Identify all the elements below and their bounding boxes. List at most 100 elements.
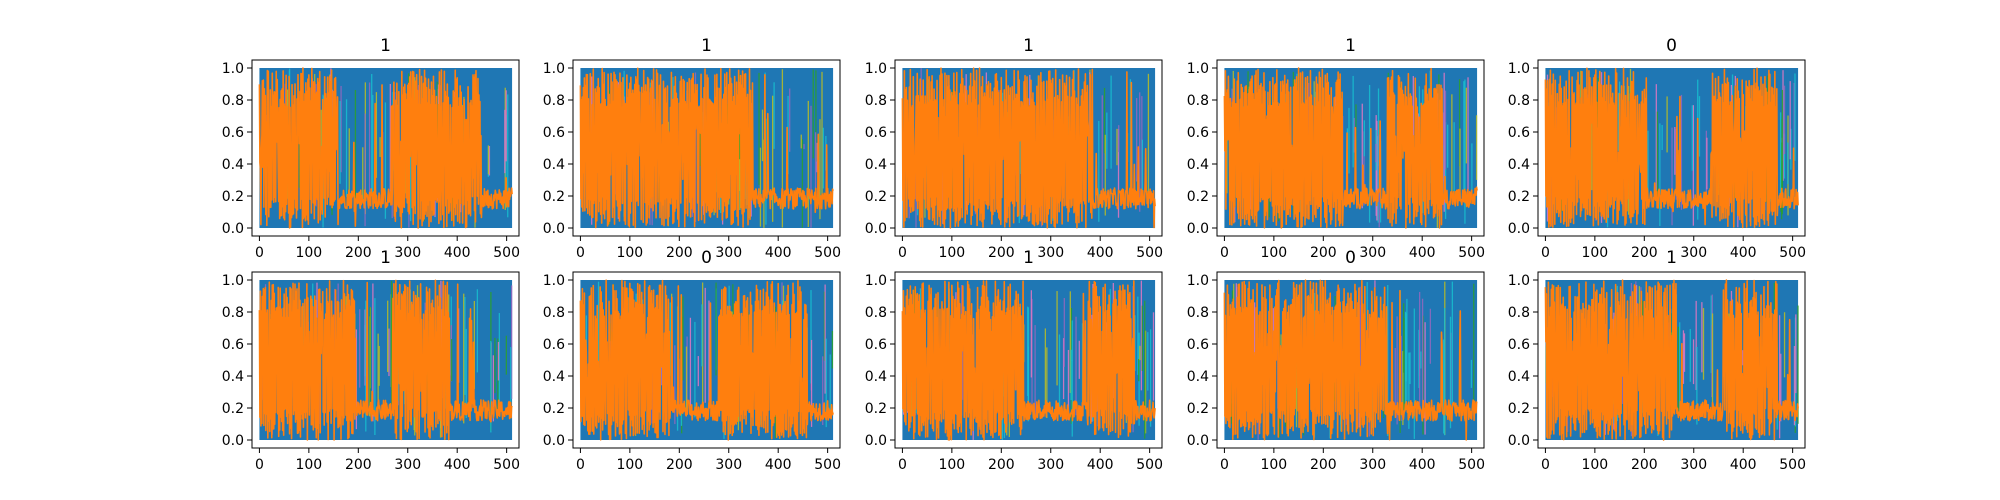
y-tick-label: 0.2	[1508, 401, 1530, 417]
x-tick-label: 300	[1359, 245, 1386, 261]
subplot-title: 1	[701, 36, 712, 56]
x-tick-label: 100	[295, 457, 322, 473]
plot-area	[1544, 67, 1799, 229]
subplot-1: 0 100 200 300 400 500 0.0 0.2 0.4 0.6 0.8 1.0 1	[222, 36, 520, 261]
y-tick-label: 0.0	[865, 221, 887, 237]
x-tick-label: 500	[1136, 457, 1163, 473]
x-tick-label: 300	[394, 245, 421, 261]
y-tick-label: 0.2	[1187, 401, 1209, 417]
y-tick-label: 0.8	[1187, 305, 1209, 321]
series-orange	[258, 67, 513, 229]
y-tick-label: 0.6	[865, 125, 887, 141]
subplot-6: 0 100 200 300 400 500 0.0 0.2 0.4 0.6 0.8 1.0 1	[222, 248, 520, 473]
x-tick-label: 100	[938, 245, 965, 261]
subplot-title: 0	[1666, 36, 1677, 56]
x-tick-label: 0	[255, 457, 264, 473]
x-tick-label: 500	[1779, 457, 1806, 473]
axes-frame	[1216, 271, 1485, 449]
y-tick-label: 0.6	[543, 337, 565, 353]
y-tick-label: 0.4	[1187, 369, 1209, 385]
plot-area	[579, 67, 834, 229]
x-tick-label: 100	[616, 457, 643, 473]
x-tick-label: 0	[898, 245, 907, 261]
y-tick-label: 0.4	[222, 157, 244, 173]
axes-frame	[251, 59, 520, 237]
x-tick-label: 100	[1581, 245, 1608, 261]
subplot-9: 0 100 200 300 400 500 0.0 0.2 0.4 0.6 0.8 1.0 0	[1187, 248, 1485, 473]
y-tick-label: 0.0	[543, 433, 565, 449]
plot-area	[258, 67, 513, 229]
x-tick-label: 0	[255, 245, 264, 261]
subplot-7: 0 100 200 300 400 500 0.0 0.2 0.4 0.6 0.8 1.0 0	[543, 248, 841, 473]
y-tick-label: 0.8	[865, 93, 887, 109]
y-tick-label: 0.6	[222, 337, 244, 353]
y-tick-label: 0.2	[865, 189, 887, 205]
plot-area	[901, 67, 1156, 229]
y-tick-label: 0.4	[865, 157, 887, 173]
x-tick-label: 200	[1631, 245, 1658, 261]
y-tick-label: 0.6	[222, 125, 244, 141]
x-tick-label: 400	[765, 457, 792, 473]
y-tick-label: 0.2	[1508, 189, 1530, 205]
x-tick-label: 200	[988, 457, 1015, 473]
y-tick-label: 1.0	[222, 61, 244, 77]
x-tick-label: 500	[1458, 457, 1485, 473]
subplot-5: 0 100 200 300 400 500 0.0 0.2 0.4 0.6 0.8 1.0 0	[1508, 36, 1806, 261]
y-tick-label: 0.0	[543, 221, 565, 237]
axes-frame	[572, 59, 841, 237]
x-tick-label: 200	[345, 457, 372, 473]
series-orange	[579, 279, 834, 441]
x-tick-label: 300	[1037, 245, 1064, 261]
x-tick-label: 400	[444, 457, 471, 473]
x-tick-label: 0	[1541, 245, 1550, 261]
subplot-title: 0	[701, 248, 712, 268]
x-tick-label: 0	[576, 245, 585, 261]
series-orange	[901, 67, 1156, 229]
x-tick-label: 100	[1260, 457, 1287, 473]
y-tick-label: 0.0	[865, 433, 887, 449]
subplot-title: 1	[380, 248, 391, 268]
y-tick-label: 0.2	[865, 401, 887, 417]
y-tick-label: 0.4	[1508, 369, 1530, 385]
series-orange	[1223, 67, 1478, 229]
axes-frame	[572, 271, 841, 449]
y-tick-label: 1.0	[1508, 61, 1530, 77]
subplot-10: 0 100 200 300 400 500 0.0 0.2 0.4 0.6 0.8 1.0 1	[1508, 248, 1806, 473]
y-tick-label: 1.0	[1187, 273, 1209, 289]
y-tick-label: 0.4	[222, 369, 244, 385]
axes-frame	[251, 271, 520, 449]
x-tick-label: 0	[898, 457, 907, 473]
y-tick-label: 1.0	[1508, 273, 1530, 289]
y-tick-label: 0.0	[222, 221, 244, 237]
series-orange	[1544, 279, 1799, 441]
y-tick-label: 0.2	[222, 189, 244, 205]
plot-area	[901, 280, 1156, 441]
axes-frame	[1537, 59, 1806, 237]
x-tick-label: 300	[1680, 245, 1707, 261]
series-orange	[258, 279, 513, 441]
x-tick-label: 200	[988, 245, 1015, 261]
x-tick-label: 500	[1458, 245, 1485, 261]
y-tick-label: 0.8	[1508, 305, 1530, 321]
y-tick-label: 0.8	[865, 305, 887, 321]
x-tick-label: 400	[1730, 457, 1757, 473]
y-tick-label: 0.6	[865, 337, 887, 353]
x-tick-label: 300	[1359, 457, 1386, 473]
y-tick-label: 1.0	[865, 273, 887, 289]
y-tick-label: 0.8	[222, 305, 244, 321]
x-tick-label: 300	[715, 245, 742, 261]
x-tick-label: 200	[666, 457, 693, 473]
x-tick-label: 0	[1220, 457, 1229, 473]
x-tick-label: 500	[493, 245, 520, 261]
subplot-title: 0	[1345, 248, 1356, 268]
subplot-title: 1	[380, 36, 391, 56]
y-tick-label: 0.0	[1508, 433, 1530, 449]
y-tick-label: 0.0	[1187, 221, 1209, 237]
subplot-8: 0 100 200 300 400 500 0.0 0.2 0.4 0.6 0.8 1.0 1	[865, 248, 1163, 473]
x-tick-label: 200	[1631, 457, 1658, 473]
subplot-4: 0 100 200 300 400 500 0.0 0.2 0.4 0.6 0.8 1.0 1	[1187, 36, 1485, 261]
subplot-title: 1	[1023, 36, 1034, 56]
series-orange	[1223, 279, 1478, 441]
x-tick-label: 400	[1730, 245, 1757, 261]
y-tick-label: 0.8	[1187, 93, 1209, 109]
